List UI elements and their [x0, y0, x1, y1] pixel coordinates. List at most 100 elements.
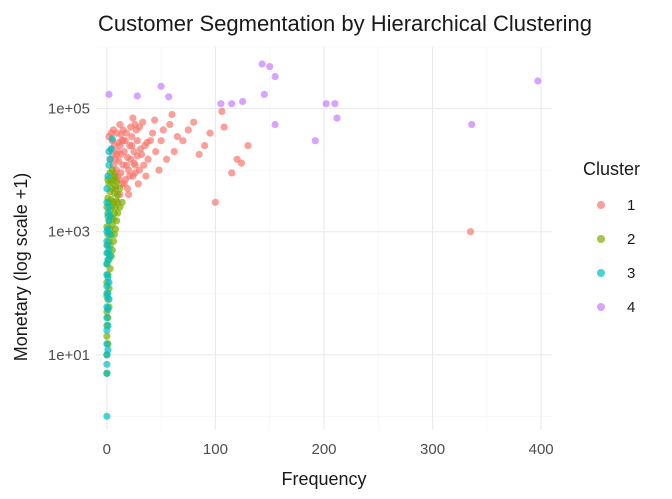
data-point — [168, 110, 176, 119]
legend-label: 3 — [627, 265, 635, 282]
data-point — [201, 142, 209, 150]
data-point — [159, 126, 167, 134]
data-point — [105, 148, 113, 156]
data-point — [331, 100, 339, 108]
data-point — [311, 137, 319, 145]
data-point — [113, 197, 121, 205]
data-point — [109, 237, 117, 245]
data-point — [103, 332, 111, 340]
y-axis-ticks: 1e+01 1e+03 1e+05 — [48, 101, 90, 364]
data-point — [103, 369, 111, 377]
data-point — [103, 360, 111, 368]
data-point — [114, 209, 122, 217]
data-point — [266, 63, 274, 71]
data-point — [228, 100, 236, 108]
data-point — [116, 185, 124, 193]
data-point — [104, 225, 112, 233]
data-point — [116, 120, 124, 129]
data-point — [467, 228, 475, 236]
y-tick-label: 1e+05 — [48, 101, 90, 118]
data-point — [152, 148, 160, 156]
data-point — [142, 172, 150, 180]
data-point — [103, 314, 111, 322]
x-tick-label: 300 — [420, 441, 445, 458]
data-point — [271, 120, 279, 129]
x-axis-ticks: 0 100 200 300 400 — [103, 441, 554, 458]
data-point — [104, 172, 112, 180]
data-point — [165, 93, 173, 101]
data-point — [123, 153, 132, 162]
data-point — [113, 150, 121, 158]
data-point — [127, 123, 135, 131]
data-point — [128, 142, 136, 150]
legend-item-2: 2 — [597, 231, 635, 248]
legend-key — [597, 201, 605, 209]
y-axis-title: Monetary (log scale +1) — [11, 173, 31, 362]
chart-title: Customer Segmentation by Hierarchical Cl… — [98, 11, 592, 36]
data-point — [106, 252, 114, 260]
data-point — [113, 178, 121, 186]
data-point — [104, 305, 112, 313]
data-point — [218, 107, 226, 115]
data-point — [333, 114, 341, 122]
data-point — [104, 289, 112, 297]
data-point — [130, 159, 138, 167]
data-point — [163, 155, 171, 163]
legend-title: Cluster — [583, 159, 640, 179]
data-point — [122, 161, 130, 169]
data-point — [105, 90, 113, 98]
legend-label: 1 — [627, 197, 635, 214]
data-point — [131, 169, 139, 177]
data-point — [184, 126, 192, 134]
data-point — [228, 169, 236, 177]
series-1 — [105, 107, 475, 236]
data-point — [125, 191, 133, 199]
data-point — [128, 133, 136, 141]
data-point — [220, 123, 228, 131]
data-point — [140, 161, 148, 169]
data-point — [237, 159, 246, 167]
legend-key — [597, 235, 605, 243]
data-point — [120, 180, 128, 188]
data-point — [105, 278, 113, 286]
data-point — [106, 230, 114, 239]
data-point — [111, 225, 120, 233]
legend-label: 4 — [627, 299, 635, 316]
data-point — [144, 155, 152, 163]
series-4 — [105, 60, 542, 145]
data-point — [113, 217, 121, 225]
legend-key — [597, 303, 605, 311]
data-point — [148, 129, 157, 137]
data-point — [118, 198, 126, 206]
data-point — [103, 198, 111, 206]
data-point — [258, 60, 266, 68]
legend: Cluster 1 2 3 4 — [583, 159, 640, 316]
x-tick-label: 100 — [203, 441, 228, 458]
data-point — [260, 90, 268, 98]
data-point — [114, 191, 122, 199]
data-point — [106, 155, 114, 163]
data-point — [239, 97, 247, 106]
series-3 — [103, 135, 116, 420]
data-point — [105, 295, 113, 303]
x-axis-title: Frequency — [281, 469, 366, 489]
data-point — [103, 412, 111, 420]
data-point — [468, 120, 476, 129]
data-point — [322, 100, 330, 108]
data-point — [157, 82, 165, 90]
grid-lines — [96, 46, 552, 430]
data-point — [157, 137, 165, 145]
data-point — [133, 152, 141, 160]
data-point — [126, 172, 134, 180]
data-point — [133, 92, 141, 100]
data-point — [211, 198, 219, 206]
data-point — [179, 137, 187, 145]
data-point — [103, 185, 111, 193]
data-point — [103, 340, 111, 348]
data-point — [117, 130, 125, 138]
legend-items: 1 2 3 4 — [597, 197, 635, 316]
data-point — [104, 346, 112, 354]
data-points — [103, 60, 542, 420]
data-point — [195, 150, 203, 158]
